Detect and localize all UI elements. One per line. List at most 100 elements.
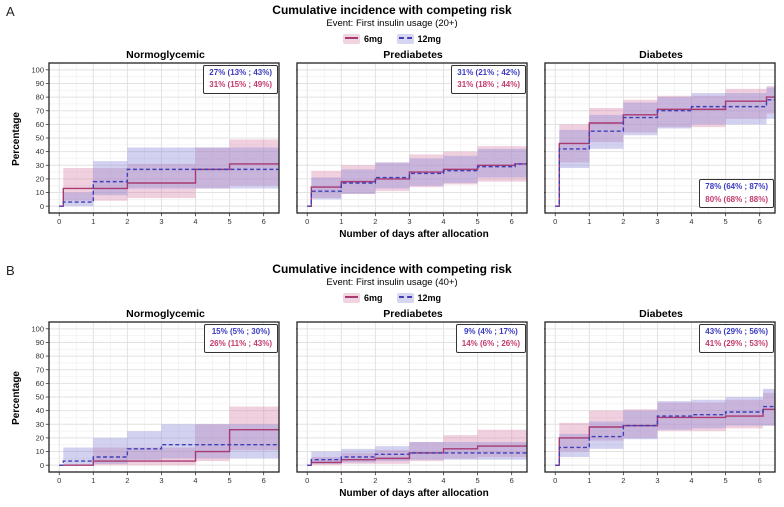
y-tick-label: 90	[36, 338, 44, 347]
y-tick-label: 100	[31, 324, 44, 333]
y-tick-label: 90	[36, 79, 44, 88]
annotation-6mg: 80% (68% ; 88%)	[705, 194, 768, 204]
x-tick-label: 0	[305, 476, 309, 485]
x-tick-label: 3	[407, 217, 411, 226]
y-tick-label: 60	[36, 120, 44, 129]
x-tick-label: 4	[441, 476, 445, 485]
series-line-12mg	[59, 444, 279, 466]
x-tick-label: 2	[125, 476, 129, 485]
subplot-title: Prediabetes	[383, 308, 443, 320]
series-line-12mg	[59, 168, 279, 207]
confidence-band-12mg	[559, 87, 775, 168]
annotation-box: 9% (4% ; 17%) 14% (6% ; 26%)	[455, 324, 526, 353]
y-tick-label: 80	[36, 352, 44, 361]
x-tick-label: 4	[689, 217, 693, 226]
plot-b-prediabetes: 0 1 2 3 4 5 6	[296, 321, 528, 485]
panel-b: B Cumulative incidence with competing ri…	[0, 259, 784, 502]
annotation-12mg: 9% (4% ; 17%)	[463, 327, 518, 336]
plots-row-b: Percentage Normoglycemic 0 1 2 3 4 5 6 0 10 20 30 4…	[10, 307, 784, 488]
annotation-12mg: 27% (13% ; 43%)	[209, 68, 272, 77]
y-tick-label: 40	[36, 406, 44, 415]
x-tick-label: 1	[339, 217, 343, 226]
annotation-6mg: 31% (15% ; 49%)	[209, 80, 272, 90]
confidence-band-6mg	[93, 406, 279, 466]
confidence-band-6mg	[559, 86, 775, 163]
y-tick-label: 0	[40, 202, 44, 211]
x-tick-label: 3	[655, 217, 659, 226]
subplot-a-prediabetes: Prediabetes 0 1 2 3 4 5 6 31% (21% ; 42%) 31% …	[296, 48, 530, 229]
subplot-title: Normoglycemic	[126, 49, 205, 61]
x-axis-label-row-b: Number of days after allocation	[0, 488, 784, 501]
x-tick-label: 0	[553, 476, 557, 485]
panel-label-a: A	[6, 4, 15, 19]
series-line-12mg	[307, 163, 527, 207]
x-tick-label: 0	[57, 217, 61, 226]
series-line-12mg	[307, 452, 527, 466]
y-tick-label: 100	[31, 65, 44, 74]
x-axis-label-row-a: Number of days after allocation	[0, 229, 784, 242]
chart-title-b: Cumulative incidence with competing risk	[272, 262, 512, 276]
annotation-12mg: 78% (64% ; 87%)	[705, 182, 768, 192]
x-tick-label: 5	[476, 476, 480, 485]
x-axis-label-b: Number of days after allocation	[339, 488, 489, 499]
plot-a-prediabetes: 0 1 2 3 4 5 6	[296, 62, 528, 226]
confidence-band-12mg	[63, 147, 279, 207]
chart-title-a: Cumulative incidence with competing risk	[272, 3, 512, 17]
confidence-band-6mg	[63, 139, 279, 201]
x-tick-label: 4	[193, 217, 197, 226]
x-tick-label: 3	[159, 217, 163, 226]
y-tick-label: 50	[36, 393, 44, 402]
annotation-box: 31% (21% ; 42%) 31% (18% ; 44%)	[451, 65, 526, 94]
y-axis-label-a: Percentage	[11, 111, 22, 166]
legend-item-6mg: 6mg	[342, 293, 383, 303]
annotation-12mg: 31% (21% ; 42%)	[457, 68, 520, 77]
x-tick-label: 3	[407, 476, 411, 485]
series-line-6mg	[307, 445, 527, 466]
legend-item-12mg: 12mg	[396, 293, 441, 303]
subplot-title: Diabetes	[639, 308, 683, 320]
legend-item-12mg: 12mg	[396, 34, 442, 44]
x-tick-label: 4	[441, 217, 445, 226]
x-tick-label: 3	[159, 476, 163, 485]
annotation-box: 43% (29% ; 56%) 41% (29% ; 53%)	[699, 324, 774, 353]
annotation-box: 27% (13% ; 43%) 31% (15% ; 49%)	[203, 65, 278, 94]
x-tick-label: 5	[228, 217, 232, 226]
x-tick-label: 1	[587, 476, 591, 485]
legend-label-6mg: 6mg	[363, 293, 383, 303]
legend-key-12mg-icon	[396, 293, 414, 303]
y-tick-label: 60	[36, 379, 44, 388]
y-tick-label: 30	[36, 420, 44, 429]
series-line-6mg	[59, 163, 279, 207]
y-tick-label: 70	[36, 106, 44, 115]
chart-subtitle-a: Event: First insulin usage (20+)	[326, 18, 458, 29]
x-tick-label: 2	[125, 217, 129, 226]
legend-item-6mg: 6mg	[342, 34, 383, 44]
confidence-band-12mg	[559, 388, 775, 457]
subplot-a-diabetes: Diabetes 0 1 2 3 4 5 6 78% (64% ; 87%) 80% (68…	[544, 48, 778, 229]
x-tick-label: 4	[689, 476, 693, 485]
series-line-6mg	[555, 96, 775, 207]
annotation-box: 15% (5% ; 30%) 26% (11% ; 43%)	[203, 324, 278, 353]
x-tick-label: 0	[305, 217, 309, 226]
panel-a: A Cumulative incidence with competing ri…	[0, 0, 784, 243]
x-tick-label: 1	[91, 217, 95, 226]
y-tick-label: 10	[36, 188, 44, 197]
annotation-12mg: 15% (5% ; 30%)	[211, 327, 270, 336]
subplot-b-prediabetes: Prediabetes 0 1 2 3 4 5 6 9% (4% ; 17%) 14% (6…	[296, 307, 530, 488]
x-tick-label: 2	[373, 476, 377, 485]
legend-label-12mg: 12mg	[417, 34, 442, 44]
subplot-title: Diabetes	[639, 49, 683, 61]
x-tick-label: 5	[476, 217, 480, 226]
subplot-title: Prediabetes	[383, 49, 443, 61]
annotation-12mg: 43% (29% ; 56%)	[705, 327, 768, 336]
subplot-title: Normoglycemic	[126, 308, 205, 320]
x-tick-label: 3	[655, 476, 659, 485]
x-tick-label: 0	[553, 217, 557, 226]
y-tick-label: 0	[40, 461, 44, 470]
panel-label-b: B	[6, 263, 15, 278]
y-tick-label: 80	[36, 93, 44, 102]
x-tick-label: 2	[621, 476, 625, 485]
legend-label-6mg: 6mg	[363, 34, 383, 44]
